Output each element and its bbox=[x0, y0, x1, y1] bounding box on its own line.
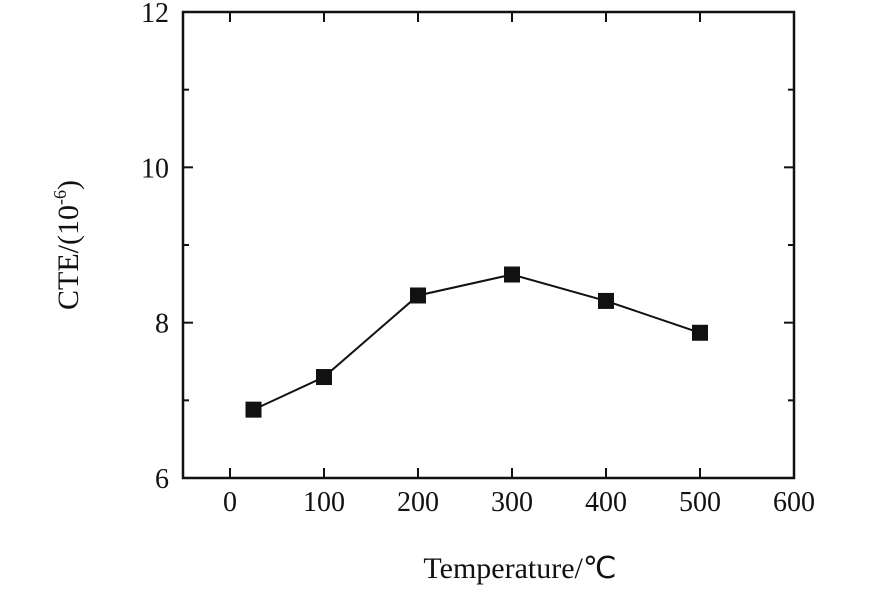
x-tick-label: 200 bbox=[397, 487, 439, 518]
y-tick-label: 12 bbox=[141, 0, 169, 29]
x-tick-label: 600 bbox=[773, 487, 815, 518]
x-tick-label: 500 bbox=[679, 487, 721, 518]
data-point bbox=[316, 369, 332, 386]
x-axis-title: Temperature/℃ bbox=[423, 552, 616, 585]
x-ticks: 0 100 200 300 400 500 600 bbox=[223, 12, 815, 518]
y-axis-title: CTE/(10-6) bbox=[50, 180, 85, 310]
data-point bbox=[245, 401, 262, 418]
data-point bbox=[692, 324, 708, 341]
series-layer bbox=[245, 266, 708, 418]
data-point bbox=[410, 287, 426, 304]
y-tick-label: 8 bbox=[155, 309, 169, 340]
x-tick-label: 100 bbox=[303, 487, 345, 518]
data-point bbox=[598, 292, 614, 309]
y-ticks: 6 8 10 12 bbox=[141, 0, 794, 495]
y-tick-label: 6 bbox=[155, 464, 169, 495]
data-point bbox=[504, 266, 520, 283]
series-line bbox=[253, 273, 701, 411]
y-tick-label: 10 bbox=[141, 153, 169, 184]
x-tick-label: 0 bbox=[223, 487, 237, 518]
x-tick-label: 300 bbox=[491, 487, 533, 518]
x-tick-label: 400 bbox=[585, 487, 627, 518]
y-axis-title-base: CTE/(10 bbox=[52, 205, 85, 310]
plot-frame bbox=[181, 10, 796, 480]
y-axis-title-close: ) bbox=[52, 180, 85, 190]
y-axis-title-exponent: -6 bbox=[50, 190, 70, 205]
